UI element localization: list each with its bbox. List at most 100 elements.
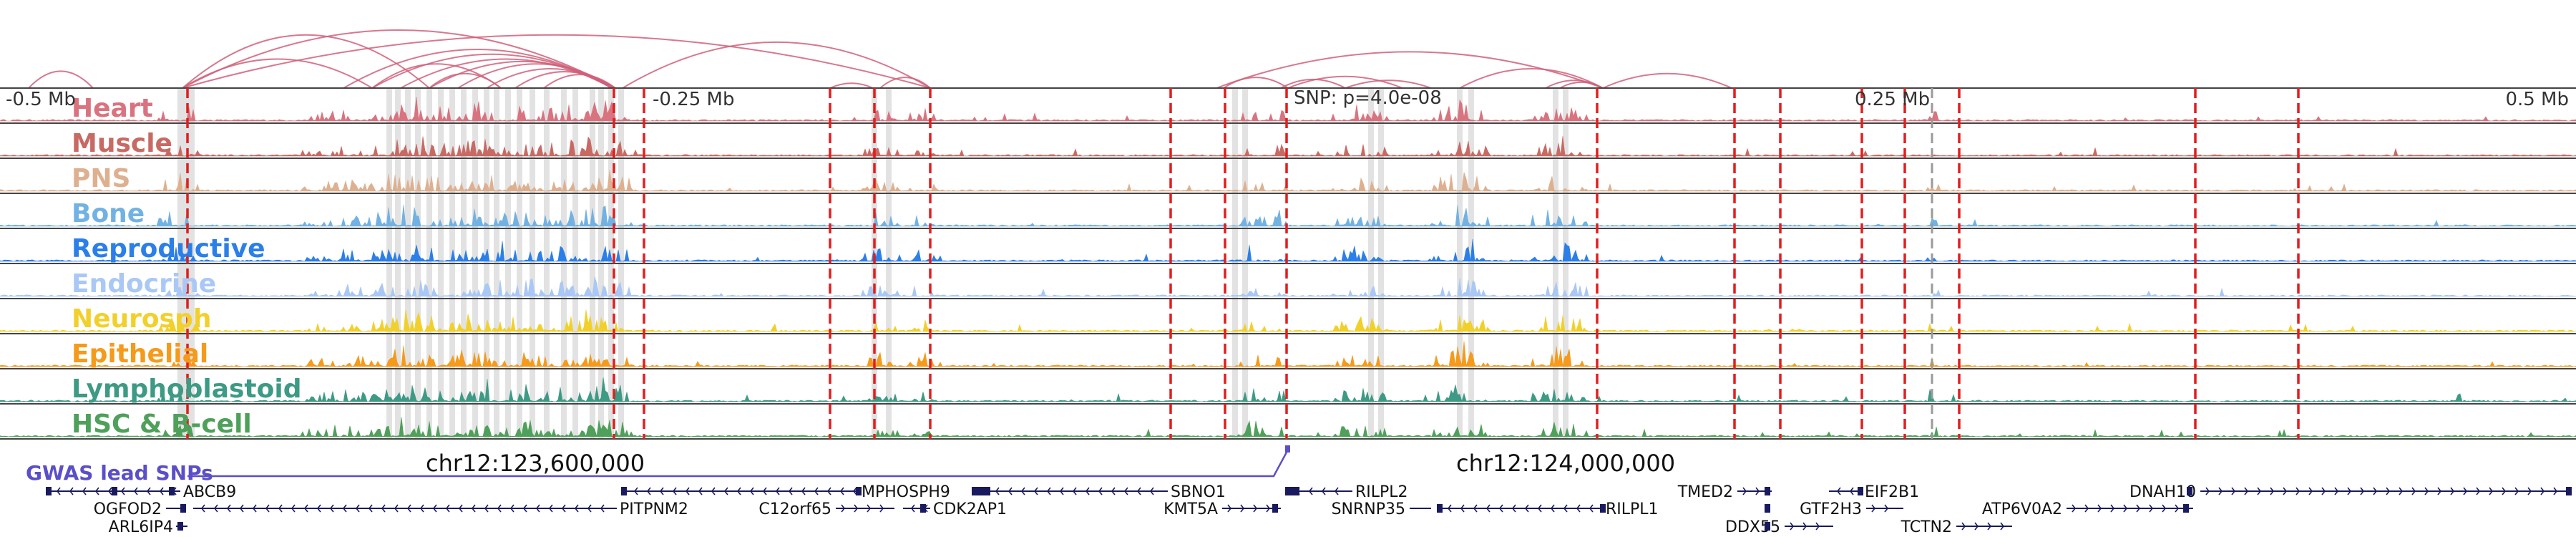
strand-arrow <box>1537 504 1542 513</box>
strand-arrow <box>685 487 690 495</box>
strand-arrow <box>2218 487 2223 495</box>
gene-exon <box>621 487 627 495</box>
strand-arrow <box>698 487 703 495</box>
gene-label: ATP6V0A2 <box>1982 500 2062 518</box>
strand-arrow <box>1884 504 1889 513</box>
strand-arrow <box>303 504 308 513</box>
strand-arrow <box>2308 487 2313 495</box>
track-label-neurosph: Neurosph <box>72 304 212 334</box>
gene-exon <box>112 487 117 495</box>
strand-arrow <box>278 504 283 513</box>
strand-arrow <box>2162 504 2167 513</box>
gene-mphosph9: MPHOSPH9 <box>626 483 950 501</box>
gene-exon <box>169 487 175 495</box>
scale-label-mid-right: 0.25 Mb <box>1855 89 1930 110</box>
chromatin-loop-arc <box>1602 72 1732 89</box>
strand-arrow <box>239 504 244 513</box>
strand-arrow <box>587 504 592 513</box>
strand-arrow <box>923 504 928 513</box>
gwas-snp-marker <box>1285 445 1290 453</box>
strand-arrow <box>2072 504 2077 513</box>
strand-arrow <box>1059 487 1064 495</box>
strand-arrow <box>1136 487 1141 495</box>
strand-arrow <box>2373 487 2378 495</box>
chromatin-loop-arc <box>1216 51 1604 89</box>
strand-arrow <box>826 487 831 495</box>
gene-exon <box>1858 487 1863 495</box>
strand-arrow <box>762 487 767 495</box>
strand-arrow <box>561 504 566 513</box>
gene-kmt5a: KMT5A <box>1163 500 1281 518</box>
strand-arrow <box>852 487 857 495</box>
strand-arrow <box>2283 487 2288 495</box>
gene-abcb9: ABCB9 <box>49 483 236 501</box>
strand-arrow <box>2175 504 2180 513</box>
strand-arrow <box>2502 487 2507 495</box>
chromatin-loop-arc <box>182 29 616 89</box>
gene-label: RILPL2 <box>1355 483 1408 501</box>
strand-arrow <box>94 487 99 495</box>
gene-rilpl1: RILPL1 <box>1440 500 1659 518</box>
strand-arrow <box>1085 487 1090 495</box>
chromatin-loop-arc <box>829 82 874 89</box>
strand-arrow <box>120 487 125 495</box>
strand-arrow <box>522 504 527 513</box>
strand-arrow <box>839 487 844 495</box>
strand-arrow <box>1020 487 1025 495</box>
strand-arrow <box>381 504 386 513</box>
strand-arrow <box>2321 487 2326 495</box>
strand-arrow <box>2110 504 2115 513</box>
gene-exon <box>920 504 926 513</box>
strand-arrow <box>1563 504 1568 513</box>
strand-arrow <box>1227 504 1232 513</box>
gene-exon <box>1765 522 1770 531</box>
strand-arrow <box>200 504 205 513</box>
signal-track <box>0 97 2576 124</box>
strand-arrow <box>226 504 231 513</box>
strand-arrow <box>995 487 1000 495</box>
gene-sbno1: SBNO1 <box>975 483 1226 501</box>
scale-label-left: -0.5 Mb <box>6 89 76 110</box>
strand-arrow <box>1498 504 1503 513</box>
track-label-epithelial: Epithelial <box>72 339 208 369</box>
strand-arrow <box>432 504 437 513</box>
gene-label: TCTN2 <box>1901 518 1952 536</box>
strand-arrow <box>252 504 257 513</box>
signal-area <box>0 276 2576 297</box>
strand-arrow <box>535 504 540 513</box>
gene-exon <box>1765 504 1770 513</box>
gene-label: SBNO1 <box>1171 483 1226 501</box>
strand-arrow <box>1266 504 1271 513</box>
strand-arrow <box>2347 487 2352 495</box>
strand-arrow <box>633 487 638 495</box>
strand-arrow <box>1987 522 1992 531</box>
strand-arrow <box>1149 487 1154 495</box>
strand-arrow <box>814 487 819 495</box>
chromatin-loop-arc <box>1345 79 1432 89</box>
gwas-label: GWAS lead SNPs <box>26 461 213 485</box>
strand-arrow <box>2334 487 2339 495</box>
chromatin-loop-arc <box>543 74 616 89</box>
signal-track <box>0 417 2576 440</box>
strand-arrow <box>2386 487 2391 495</box>
strand-arrow <box>1008 487 1013 495</box>
strand-arrow <box>788 487 793 495</box>
strand-arrow <box>646 487 651 495</box>
gene-tctn2: TCTN2 <box>1901 518 2012 536</box>
chromatin-loop-arcs <box>28 29 1732 89</box>
strand-arrow <box>672 487 677 495</box>
strand-arrow <box>775 487 780 495</box>
strand-arrow <box>2084 504 2089 513</box>
gene-tmed2: TMED2 <box>1677 483 1772 501</box>
gene-exon <box>2566 487 2572 495</box>
strand-arrow <box>69 487 74 495</box>
strand-arrow <box>1447 504 1452 513</box>
gene-label: ARL6IP4 <box>109 518 173 536</box>
strand-arrow <box>1460 504 1465 513</box>
gene-exon <box>180 504 186 513</box>
strand-arrow <box>1961 522 1966 531</box>
gene-arl6ip4: ARL6IP4 <box>109 518 187 536</box>
strand-arrow <box>1849 487 1854 495</box>
strand-arrow <box>509 504 514 513</box>
chromatin-loop-arc <box>1223 77 1289 89</box>
